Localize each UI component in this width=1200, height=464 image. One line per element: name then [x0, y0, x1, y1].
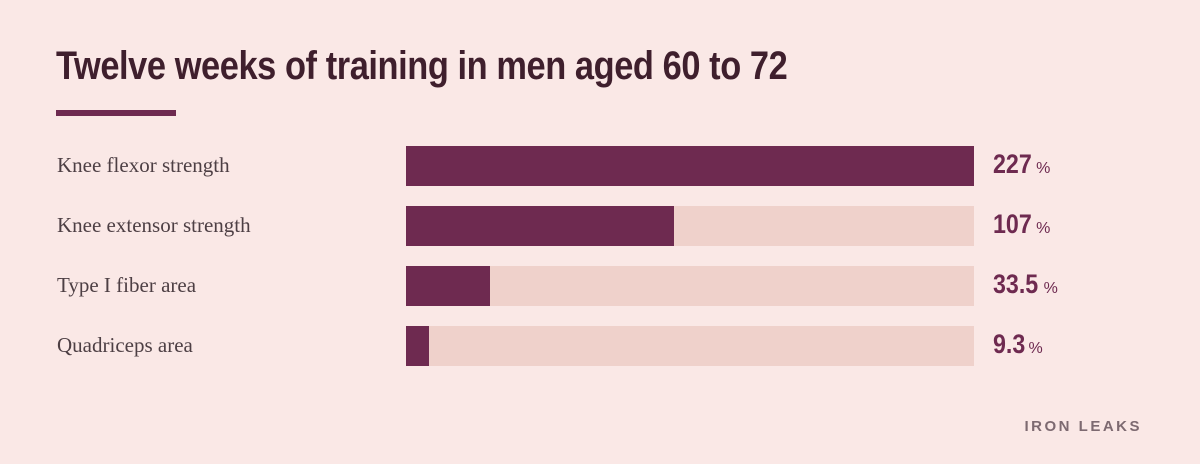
bar	[406, 326, 430, 366]
bar-label: Knee extensor strength	[57, 213, 251, 237]
bar-label: Knee flexor strength	[57, 153, 230, 177]
data-label: 9.3%	[993, 329, 1043, 360]
data-label: 107%	[993, 209, 1050, 240]
data-label-unit: %	[1036, 160, 1051, 177]
data-label: 33.5%	[993, 269, 1058, 300]
brand-label: IRON LEAKS	[1024, 418, 1142, 435]
bar-label: Type I fiber area	[57, 273, 197, 297]
chart-title: Twelve weeks of training in men aged 60 …	[56, 44, 788, 88]
bar	[406, 146, 974, 186]
bar-track	[406, 326, 974, 366]
bar-track	[406, 206, 974, 246]
data-label-value: 9.3	[993, 329, 1026, 359]
data-label-unit: %	[1028, 340, 1043, 357]
data-label: 227%	[993, 149, 1050, 180]
data-label-value: 33.5	[993, 269, 1039, 299]
data-label-unit: %	[1043, 280, 1058, 297]
bar-track	[406, 266, 974, 306]
data-label-value: 227	[993, 149, 1032, 179]
bar-track	[406, 146, 974, 186]
bar	[406, 266, 490, 306]
bar	[406, 206, 674, 246]
data-label-unit: %	[1036, 220, 1051, 237]
bar-label: Quadriceps area	[57, 333, 193, 357]
title-underline	[56, 110, 176, 116]
data-label-value: 107	[993, 209, 1032, 239]
